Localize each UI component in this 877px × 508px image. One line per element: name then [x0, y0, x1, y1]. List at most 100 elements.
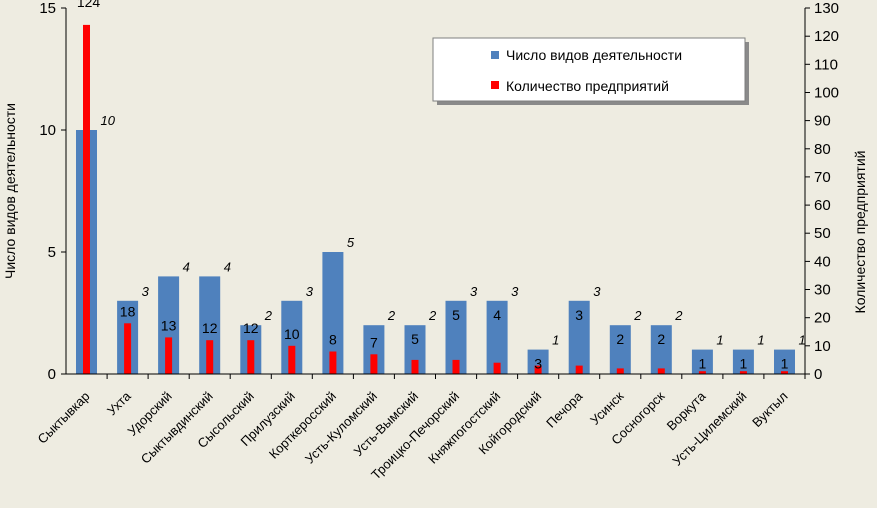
- right-axis-title: Количество предприятий: [852, 151, 868, 314]
- legend-label-activity-types: Число видов деятельности: [506, 47, 682, 63]
- bar-activity-types: [199, 276, 221, 374]
- label-enterprises: 1: [699, 356, 707, 372]
- bar-activity-types: [404, 325, 426, 374]
- label-activity-types: 3: [511, 284, 519, 299]
- bar-enterprises: [206, 340, 214, 374]
- label-enterprises: 1: [781, 356, 789, 372]
- legend-swatch-activity-types: [491, 51, 499, 59]
- left-axis-title: Число видов деятельности: [2, 103, 18, 279]
- bar-activity-types: [609, 325, 631, 374]
- label-activity-types: 5: [347, 235, 355, 250]
- right-tick-label: 0: [814, 366, 822, 383]
- axes: [65, 8, 806, 379]
- label-activity-types: 4: [224, 259, 231, 274]
- label-activity-types: 1: [757, 333, 764, 348]
- bar-enterprises: [83, 24, 90, 375]
- bar-activity-types: [281, 300, 303, 374]
- right-tick-label: 60: [814, 197, 831, 214]
- bar-enterprises: [698, 371, 706, 374]
- label-activity-types: 2: [387, 308, 396, 323]
- label-activity-types: 3: [306, 284, 314, 299]
- bar-enterprises: [329, 351, 337, 374]
- label-enterprises: 8: [329, 332, 337, 348]
- bar-enterprises: [616, 368, 624, 374]
- bar-enterprises: [288, 345, 296, 374]
- label-activity-types: 2: [264, 308, 273, 323]
- series-activity-types: [76, 130, 795, 374]
- right-tick-label: 20: [814, 310, 831, 327]
- label-enterprises: 12: [202, 320, 218, 336]
- label-enterprises: 5: [452, 307, 460, 323]
- right-tick-label: 70: [814, 169, 831, 186]
- label-enterprises: 124: [77, 0, 101, 10]
- label-enterprises: 2: [616, 331, 624, 347]
- left-tick-label: 5: [48, 244, 56, 261]
- right-tick-label: 120: [814, 28, 839, 45]
- bar-enterprises: [781, 371, 788, 374]
- right-tick-label: 80: [814, 141, 831, 158]
- bar-activity-types: [322, 252, 344, 374]
- right-tick-label: 30: [814, 282, 831, 299]
- bar-activity-types: [568, 300, 590, 374]
- label-enterprises: 7: [370, 334, 378, 350]
- right-tick-label: 50: [814, 225, 831, 242]
- label-activity-types: 2: [428, 308, 437, 323]
- left-axis-ticks: 0 5 10 15: [39, 0, 66, 383]
- label-activity-types: 10: [101, 113, 116, 128]
- series-enterprises: [83, 24, 788, 375]
- label-activity-types: 3: [142, 284, 150, 299]
- bar-enterprises: [247, 340, 255, 374]
- bar-enterprises: [370, 354, 378, 374]
- label-activity-types: 2: [633, 308, 642, 323]
- bar-activity-types: [650, 325, 672, 374]
- bar-activity-types: [158, 276, 180, 374]
- left-tick-label: 15: [39, 0, 56, 17]
- right-tick-label: 110: [814, 56, 838, 73]
- label-enterprises: 4: [493, 307, 501, 323]
- right-axis-ticks: 0 10 20 30 40 50 60 70 80 90 100 110 120 130: [805, 0, 839, 383]
- label-activity-types: 3: [470, 284, 478, 299]
- bar-enterprises: [739, 371, 747, 374]
- right-tick-label: 40: [814, 253, 831, 270]
- left-tick-label: 10: [39, 122, 56, 139]
- label-enterprises: 2: [657, 331, 665, 347]
- bar-activity-types: [486, 300, 508, 374]
- label-activity-types: 3: [593, 284, 601, 299]
- label-enterprises: 13: [161, 317, 177, 333]
- bar-enterprises: [452, 359, 460, 374]
- right-tick-label: 100: [814, 85, 839, 102]
- right-tick-label: 90: [814, 113, 831, 130]
- left-tick-label: 0: [48, 366, 56, 383]
- bar-activity-types: [527, 349, 549, 374]
- label-enterprises: 12: [243, 320, 259, 336]
- label-activity-types: 2: [674, 308, 683, 323]
- bar-enterprises: [493, 362, 501, 374]
- bar-activity-types: [445, 300, 467, 374]
- label-activity-types: 4: [183, 259, 190, 274]
- right-tick-label: 10: [814, 338, 831, 355]
- label-enterprises: 3: [534, 356, 542, 372]
- bar-activity-types: [691, 349, 713, 374]
- legend: Число видов деятельности Количество пред…: [432, 37, 749, 105]
- label-activity-types: 1: [552, 333, 559, 348]
- legend-label-enterprises: Количество предприятий: [506, 78, 669, 94]
- bar-enterprises: [575, 365, 583, 374]
- bar-enterprises: [165, 337, 173, 374]
- label-enterprises: 5: [411, 331, 419, 347]
- label-enterprises: 1: [740, 356, 748, 372]
- bar-enterprises: [534, 365, 542, 374]
- legend-swatch-enterprises: [491, 81, 499, 89]
- bar-activity-types: [363, 325, 385, 374]
- bar-activity-types: [732, 349, 754, 374]
- bar-enterprises: [657, 368, 665, 374]
- label-activity-types: 1: [799, 333, 806, 348]
- label-enterprises: 3: [575, 307, 583, 323]
- bar-enterprises: [124, 323, 132, 374]
- legend-box: [432, 37, 746, 102]
- bar-activity-types: [774, 349, 795, 374]
- label-enterprises: 18: [120, 303, 136, 319]
- label-activity-types: 1: [716, 333, 723, 348]
